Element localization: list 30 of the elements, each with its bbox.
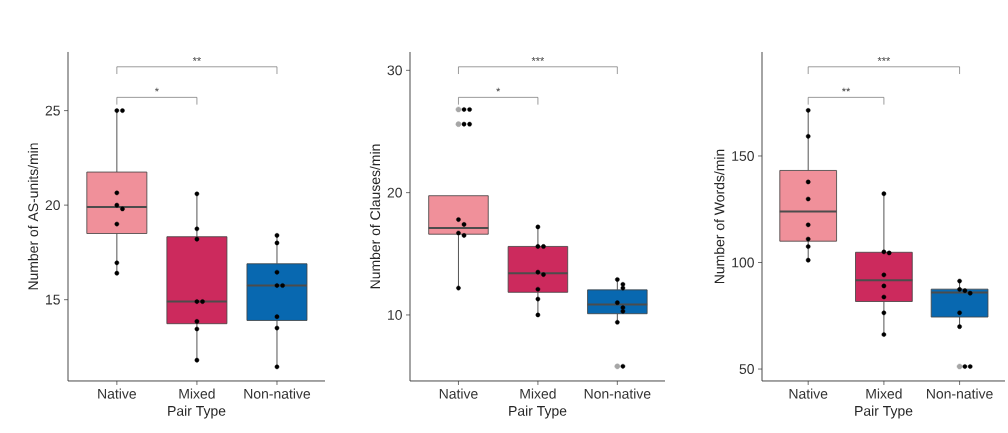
y-axis-title: Number of AS-units/min xyxy=(27,143,39,290)
y-tick-label: 150 xyxy=(732,151,754,161)
y-tick-label: 15 xyxy=(46,294,60,305)
y-tick-label: 30 xyxy=(387,65,402,76)
y-tick-label: 100 xyxy=(732,257,754,268)
annotation: ** xyxy=(192,57,201,61)
x-tick-label: Native xyxy=(439,388,478,399)
y-tick-label: 10 xyxy=(388,309,402,320)
x-tick-label: Non-native xyxy=(927,388,993,399)
annotation: *** xyxy=(531,57,545,61)
x-tick-label: Non-native xyxy=(584,388,651,399)
x-axis-title: Pair Type xyxy=(509,405,567,419)
x-axis-title: Pair Type xyxy=(855,405,913,419)
y-tick-label: 50 xyxy=(739,364,754,374)
y-tick-label: 25 xyxy=(45,105,60,116)
annotation: * xyxy=(154,87,159,92)
y-tick-label: 20 xyxy=(387,187,402,198)
annotation: *** xyxy=(877,57,891,61)
x-tick-label: Mixed xyxy=(179,388,215,399)
x-tick-label: Non-native xyxy=(244,388,311,399)
annotation: * xyxy=(496,87,501,92)
x-tick-label: Mixed xyxy=(520,388,556,399)
x-tick-label: Native xyxy=(98,388,136,399)
x-axis-title: Pair Type xyxy=(168,405,226,419)
y-axis-title: Number of Clauses/min xyxy=(369,144,381,289)
x-tick-label: Mixed xyxy=(866,388,902,399)
x-tick-label: Native xyxy=(789,388,828,399)
y-axis-title: Number of Words/min xyxy=(714,149,725,284)
y-tick-label: 20 xyxy=(45,200,60,211)
annotation: ** xyxy=(841,87,851,92)
